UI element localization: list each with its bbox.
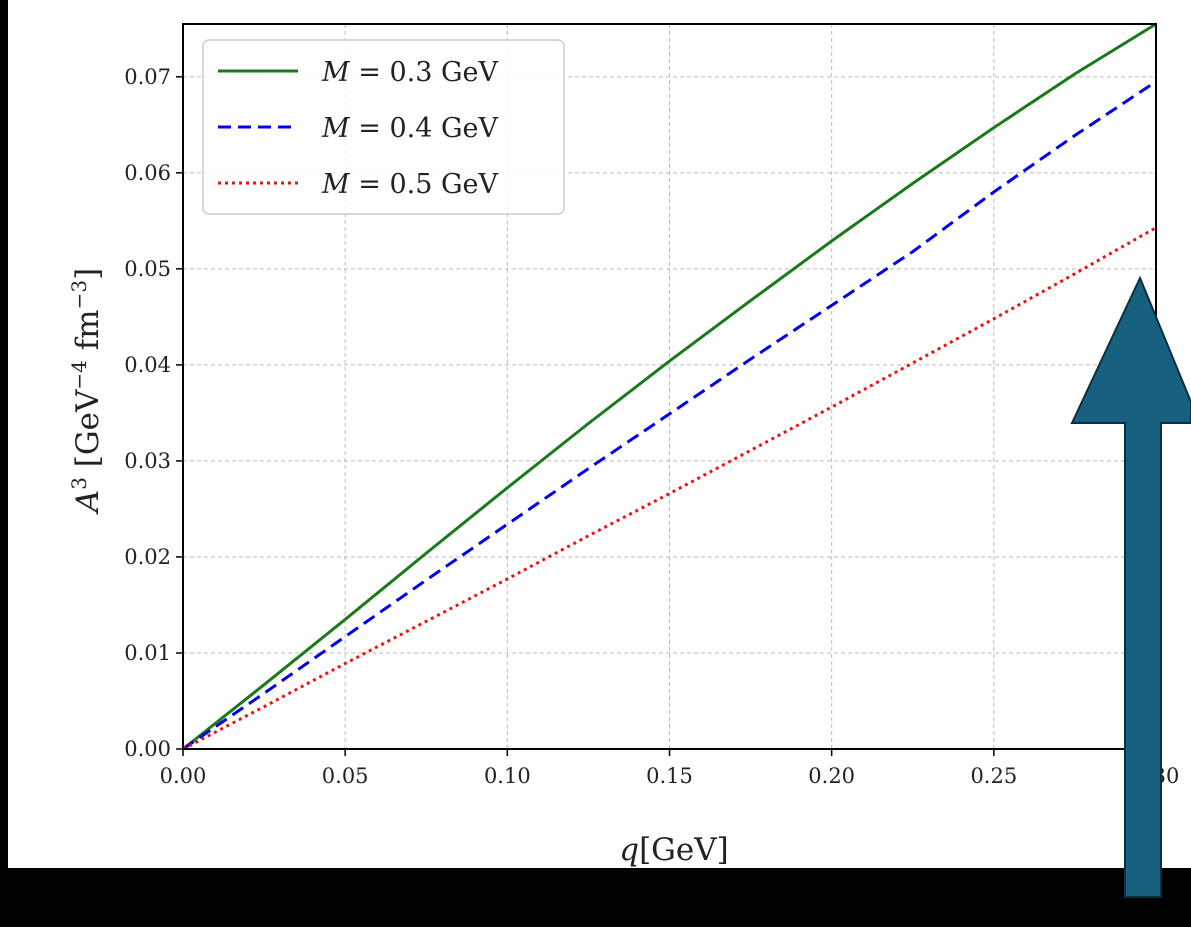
y-tick-label: 0.06	[124, 161, 171, 185]
x-tick-label: 0.10	[484, 764, 531, 788]
arrow-shape	[1070, 275, 1191, 898]
chart-figure: 0.000.050.100.150.200.250.300.000.010.02…	[8, 0, 1191, 868]
tick-layer: 0.000.050.100.150.200.250.300.000.010.02…	[124, 65, 1179, 788]
series-line-2	[182, 226, 1157, 751]
x-tick-label: 0.20	[808, 764, 855, 788]
y-tick-label: 0.03	[124, 449, 171, 473]
y-tick-label: 0.07	[124, 65, 171, 89]
x-tick-label: 0.25	[970, 764, 1017, 788]
legend-box	[202, 39, 565, 215]
y-tick-label: 0.04	[124, 353, 171, 377]
x-tick-label: 0.15	[646, 764, 693, 788]
series-layer	[182, 22, 1157, 751]
x-tick-label: 0.00	[160, 764, 207, 788]
legend-label-m03: M = 0.3 GeV	[321, 57, 499, 88]
series-line-1	[182, 80, 1157, 751]
y-tick-label: 0.02	[124, 545, 171, 569]
x-axis-label: q[GeV]	[619, 832, 729, 868]
y-tick-label: 0.00	[124, 737, 171, 761]
x-tick-label: 0.05	[322, 764, 369, 788]
y-tick-label: 0.01	[124, 641, 171, 665]
y-tick-label: 0.05	[124, 257, 171, 281]
legend-label-m04: M = 0.4 GeV	[321, 113, 499, 144]
y-axis-label: A3 [GeV−4 fm−3]	[67, 268, 106, 515]
legend: M = 0.3 GeV M = 0.4 GeV M = 0.5 GeV	[202, 39, 565, 215]
chart-svg: 0.000.050.100.150.200.250.300.000.010.02…	[67, 22, 1179, 868]
series-line-0	[182, 22, 1157, 751]
legend-label-m05: M = 0.5 GeV	[321, 169, 499, 200]
